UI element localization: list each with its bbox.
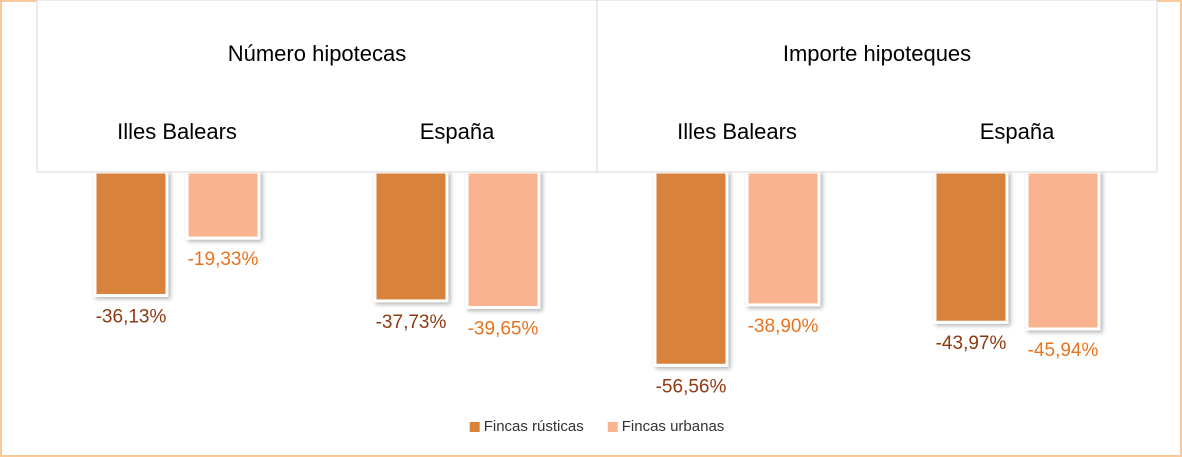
value-label: -43,97%	[936, 333, 1007, 354]
bar	[185, 170, 261, 240]
bar	[653, 170, 729, 367]
legend-label: Fincas urbanas	[622, 418, 725, 435]
value-label: -39,65%	[468, 318, 539, 339]
legend-item: Fincas urbanas	[607, 418, 725, 435]
category-label: Illes Balears	[677, 119, 797, 144]
group-header: Importe hipoteques	[783, 41, 971, 66]
bar	[465, 170, 541, 309]
legend-label: Fincas rústicas	[484, 418, 584, 435]
bar	[1025, 170, 1101, 331]
value-label: -45,94%	[1028, 340, 1099, 361]
legend-swatch	[607, 422, 618, 432]
value-label: -36,13%	[96, 306, 167, 327]
value-label: -37,73%	[376, 312, 447, 333]
bar	[933, 170, 1009, 324]
value-label: -56,56%	[656, 376, 727, 397]
bars: -36,13% -37,73% -56,56% -43,97% -19,33% -39,6…	[93, 170, 1101, 397]
category-label: Illes Balears	[117, 119, 237, 144]
category-label: España	[980, 119, 1055, 144]
category-label: España	[420, 119, 495, 144]
value-label: -19,33%	[188, 249, 259, 270]
bar	[745, 170, 821, 307]
group-header: Número hipotecas	[228, 41, 407, 66]
legend-swatch	[469, 422, 480, 432]
value-label: -38,90%	[748, 316, 819, 337]
legend-item: Fincas rústicas	[469, 418, 584, 435]
bar	[93, 170, 169, 297]
bar	[373, 170, 449, 303]
